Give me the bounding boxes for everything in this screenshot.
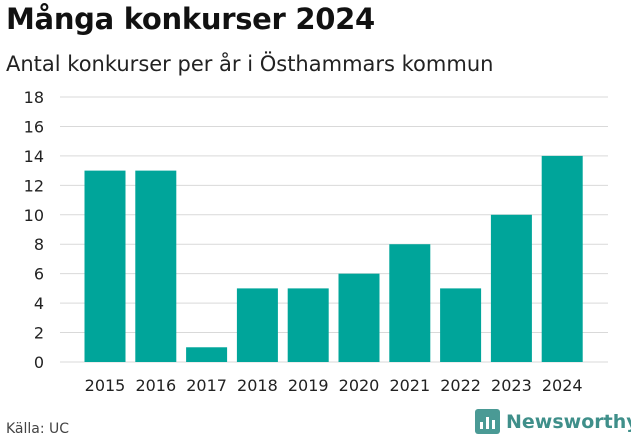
chart-subtitle: Antal konkurser per år i Östhammars komm… bbox=[6, 52, 494, 76]
bar-2015 bbox=[84, 170, 126, 362]
chart-title: Många konkurser 2024 bbox=[6, 2, 375, 36]
bars bbox=[84, 155, 583, 362]
bar-2022 bbox=[440, 288, 482, 362]
bar-2017 bbox=[186, 347, 228, 362]
x-tick-label: 2018 bbox=[237, 376, 278, 395]
x-tick-label: 2015 bbox=[85, 376, 126, 395]
y-tick-label: 6 bbox=[34, 265, 44, 284]
bar-2016 bbox=[135, 170, 177, 362]
y-tick-label: 8 bbox=[34, 235, 44, 254]
bar-2021 bbox=[389, 244, 431, 362]
source-note: Källa: UC bbox=[6, 421, 70, 437]
y-tick-label: 4 bbox=[34, 294, 44, 313]
x-tick-label: 2016 bbox=[135, 376, 176, 395]
newsworthy-logo: Newsworthy bbox=[475, 409, 631, 434]
y-tick-label: 12 bbox=[24, 176, 44, 195]
newsworthy-logo-text: Newsworthy bbox=[506, 410, 631, 433]
bar-2020 bbox=[338, 273, 380, 362]
x-tick-label: 2019 bbox=[288, 376, 329, 395]
bar-2023 bbox=[490, 214, 532, 362]
newsworthy-logo-icon bbox=[475, 409, 500, 434]
bar-2019 bbox=[287, 288, 329, 362]
x-tick-label: 2022 bbox=[440, 376, 481, 395]
bar-2018 bbox=[236, 288, 278, 362]
y-tick-label: 2 bbox=[34, 324, 44, 343]
bar-2024 bbox=[541, 155, 583, 362]
y-tick-label: 16 bbox=[24, 117, 44, 136]
x-axis-ticks: 2015 2016 2017 2018 2019 2020 2021 2022 2023 2024 bbox=[85, 376, 583, 395]
y-axis-ticks: 0 2 4 6 8 10 12 14 16 18 bbox=[24, 88, 44, 372]
x-tick-label: 2020 bbox=[339, 376, 380, 395]
x-tick-label: 2017 bbox=[186, 376, 227, 395]
x-tick-label: 2021 bbox=[389, 376, 430, 395]
y-tick-label: 18 bbox=[24, 88, 44, 107]
y-tick-label: 14 bbox=[24, 147, 44, 166]
y-tick-label: 10 bbox=[24, 206, 44, 225]
y-tick-label: 0 bbox=[34, 353, 44, 372]
x-tick-label: 2024 bbox=[542, 376, 583, 395]
x-tick-label: 2023 bbox=[491, 376, 532, 395]
